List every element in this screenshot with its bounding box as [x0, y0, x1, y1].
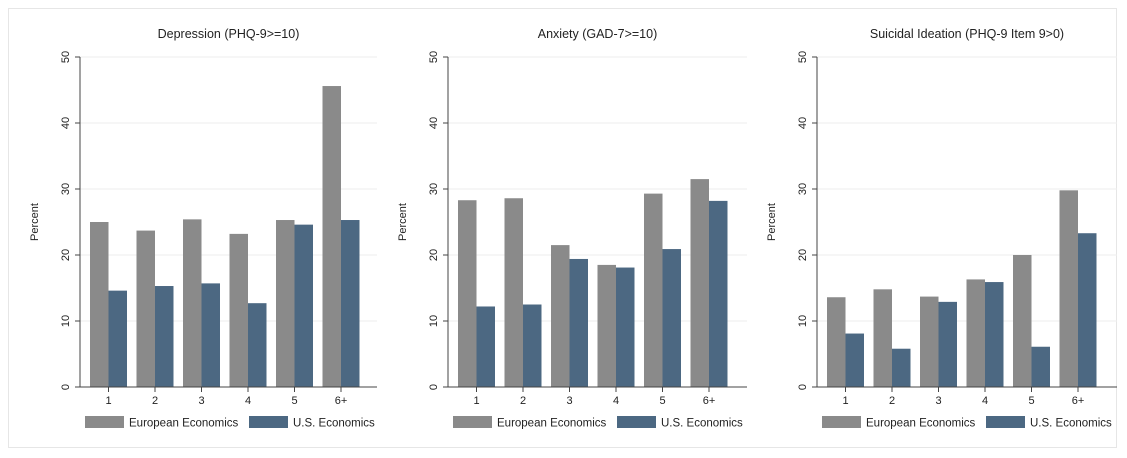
- bar-european-2: [136, 230, 155, 387]
- x-tick-label: 5: [659, 395, 665, 407]
- x-tick-label: 6+: [1072, 395, 1085, 407]
- bar-european-4: [597, 264, 616, 387]
- chart-title: Suicidal Ideation (PHQ-9 Item 9>0): [870, 27, 1064, 41]
- chart-panel-3: Suicidal Ideation (PHQ-9 Item 9>0) 0 10 20 3…: [766, 27, 1117, 430]
- y-tick-label: 10: [428, 315, 440, 327]
- bar-european-3: [920, 296, 939, 387]
- x-tick-label: 3: [566, 395, 572, 407]
- legend-swatch-european: [453, 416, 492, 428]
- y-tick-label: 30: [797, 183, 809, 195]
- y-axis-label: Percent: [29, 203, 41, 241]
- legend-label-european: European Economics: [129, 418, 239, 430]
- y-tick-label: 50: [60, 51, 72, 63]
- bar-us-3: [938, 301, 957, 387]
- y-tick-label: 50: [797, 51, 809, 63]
- y-tick-label: 50: [428, 51, 440, 63]
- bar-european-1: [458, 200, 477, 387]
- legend-swatch-us: [986, 416, 1025, 428]
- bar-us-3: [569, 258, 588, 387]
- chart-title: Depression (PHQ-9>=10): [158, 27, 300, 41]
- bar-us-2: [523, 304, 542, 387]
- bar-european-4: [966, 279, 985, 387]
- legend: European Economics U.S. Economics: [85, 416, 375, 430]
- y-tick-label: 40: [428, 117, 440, 129]
- y-tick-label: 20: [428, 249, 440, 261]
- legend-swatch-european: [85, 416, 124, 428]
- y-tick-label: 0: [60, 384, 72, 390]
- x-tick-label: 1: [842, 395, 848, 407]
- y-axis-label: Percent: [766, 203, 778, 241]
- x-tick-label: 2: [152, 395, 158, 407]
- legend-label-european: European Economics: [497, 418, 607, 430]
- bar-european-5: [644, 193, 663, 387]
- y-tick-label: 0: [797, 384, 809, 390]
- y-tick-label: 30: [60, 183, 72, 195]
- legend: European Economics U.S. Economics: [822, 416, 1112, 430]
- bar-european-1: [827, 297, 846, 387]
- x-tick-label: 4: [982, 395, 988, 407]
- legend-swatch-us: [249, 416, 288, 428]
- x-tick-label: 2: [520, 395, 526, 407]
- bar-european-1: [90, 222, 109, 387]
- x-tick-label: 2: [889, 395, 895, 407]
- x-tick-label: 4: [613, 395, 619, 407]
- bar-us-3: [201, 283, 220, 387]
- legend: European Economics U.S. Economics: [453, 416, 743, 430]
- x-tick-label: 3: [198, 395, 204, 407]
- bar-us-4: [985, 282, 1004, 387]
- bar-us-6+: [1078, 233, 1097, 387]
- bar-us-4: [616, 267, 635, 387]
- bar-us-1: [108, 290, 127, 387]
- bar-european-5: [1013, 255, 1032, 387]
- bar-us-6+: [709, 200, 728, 387]
- bar-european-4: [229, 233, 248, 387]
- legend-label-us: U.S. Economics: [293, 418, 375, 430]
- y-tick-label: 30: [428, 183, 440, 195]
- bar-us-1: [845, 333, 864, 387]
- bar-us-2: [892, 348, 911, 387]
- bar-european-2: [873, 289, 892, 387]
- y-tick-label: 20: [797, 249, 809, 261]
- y-tick-label: 40: [797, 117, 809, 129]
- y-tick-label: 0: [428, 384, 440, 390]
- legend-swatch-european: [822, 416, 861, 428]
- y-tick-label: 10: [797, 315, 809, 327]
- x-tick-label: 6+: [703, 395, 716, 407]
- x-tick-label: 5: [1028, 395, 1034, 407]
- bar-european-3: [551, 245, 570, 387]
- chart-panel-2: Anxiety (GAD-7>=10) 0 10 20 30 40 50 Percent 1 2 3…: [397, 27, 747, 430]
- legend-label-us: U.S. Economics: [661, 418, 743, 430]
- bar-us-2: [155, 286, 174, 387]
- x-tick-label: 6+: [335, 395, 348, 407]
- bar-us-1: [476, 306, 495, 387]
- y-tick-label: 10: [60, 315, 72, 327]
- x-tick-label: 3: [935, 395, 941, 407]
- x-tick-label: 4: [245, 395, 251, 407]
- y-tick-label: 40: [60, 117, 72, 129]
- bar-us-5: [662, 249, 681, 387]
- x-tick-label: 1: [473, 395, 479, 407]
- legend-label-us: U.S. Economics: [1030, 418, 1112, 430]
- x-tick-label: 5: [291, 395, 297, 407]
- y-axis-label: Percent: [397, 203, 409, 241]
- bar-european-6+: [322, 86, 341, 387]
- legend-label-european: European Economics: [866, 418, 976, 430]
- bar-european-2: [504, 198, 523, 387]
- bar-us-6+: [341, 220, 360, 387]
- bar-us-4: [248, 303, 267, 387]
- bar-us-5: [1031, 346, 1050, 387]
- bar-european-5: [276, 220, 295, 387]
- bar-european-6+: [690, 179, 709, 387]
- bar-european-6+: [1059, 190, 1078, 387]
- y-tick-label: 20: [60, 249, 72, 261]
- legend-swatch-us: [617, 416, 656, 428]
- x-tick-label: 1: [105, 395, 111, 407]
- chart-title: Anxiety (GAD-7>=10): [538, 27, 658, 41]
- bar-european-3: [183, 219, 202, 387]
- chart-panel-1: Depression (PHQ-9>=10) 0 10 20 30 40 50 Percent…: [29, 27, 377, 430]
- bar-us-5: [294, 224, 313, 387]
- figure-border: [8, 8, 1117, 448]
